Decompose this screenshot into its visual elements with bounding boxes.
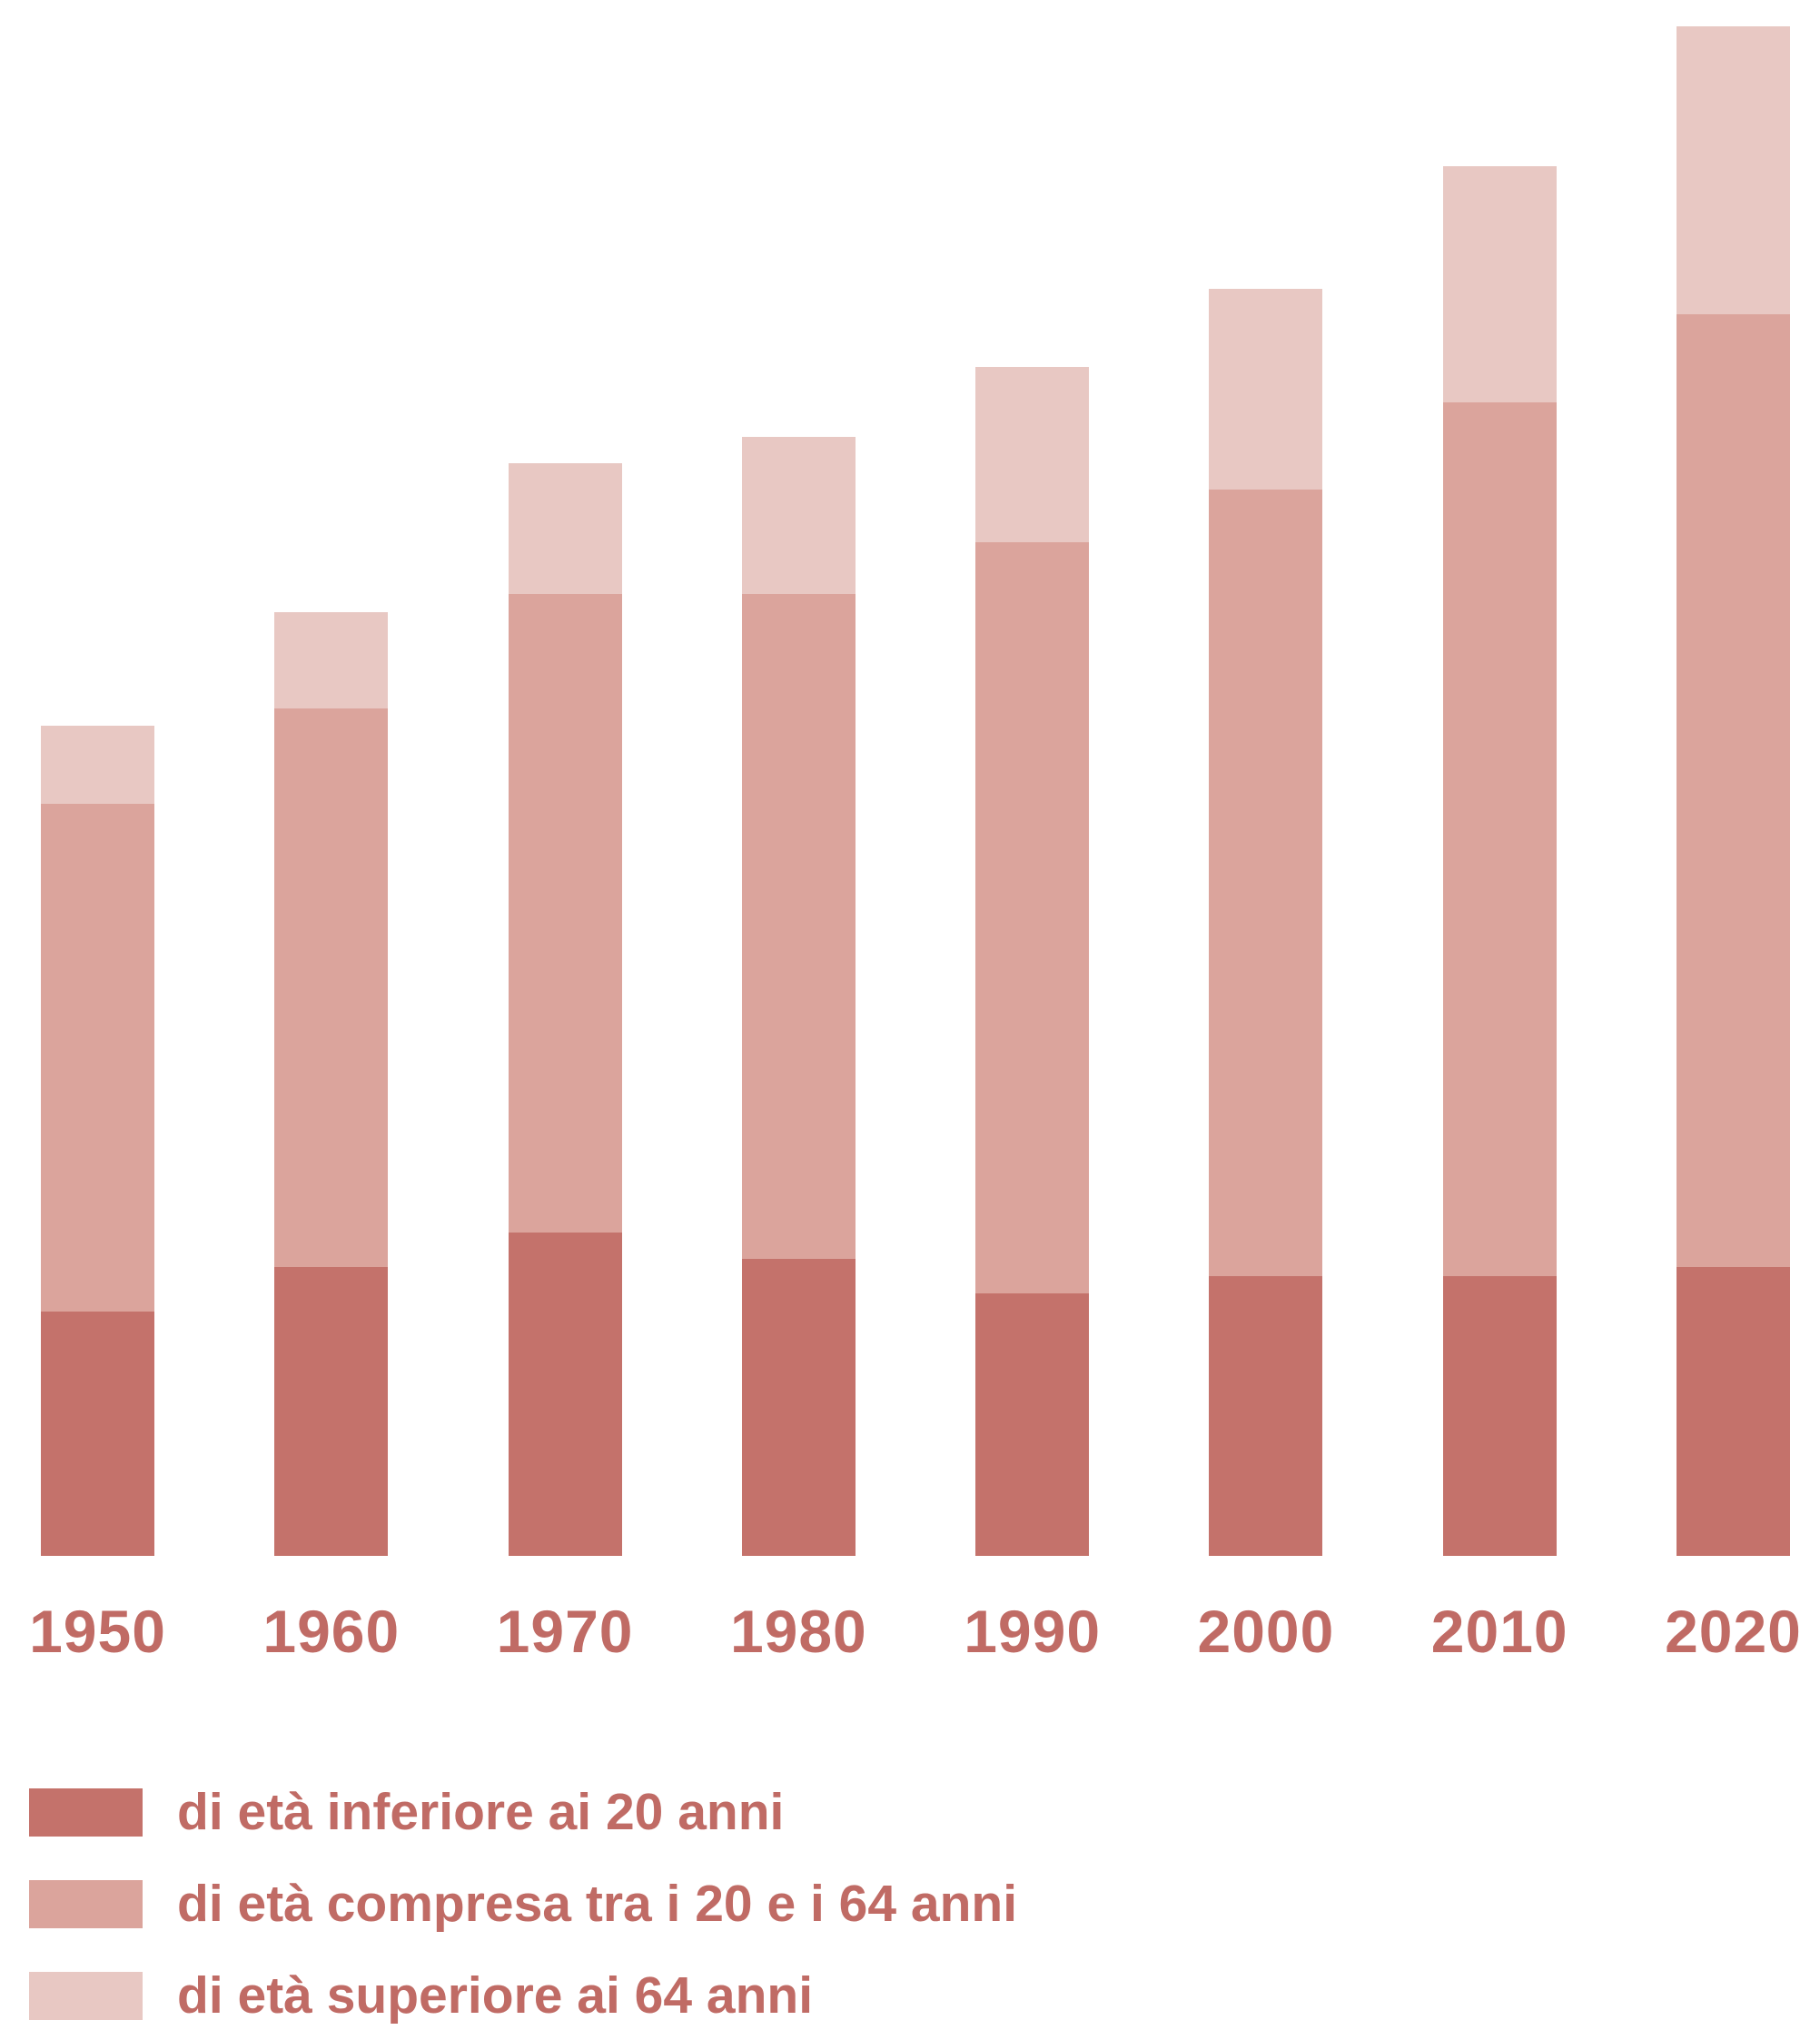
bar-1990-segment-over-64 — [975, 367, 1090, 542]
bar-1980-segment-over-64 — [741, 437, 856, 595]
bar-1970-segment-over-64 — [508, 463, 622, 595]
legend-label-over-64: di età superiore ai 64 anni — [177, 1966, 814, 2025]
bar-1970-segment-20-64 — [508, 594, 622, 1233]
bar-1960-segment-over-64 — [274, 611, 389, 708]
bar-2020-segment-under-20 — [1676, 1267, 1790, 1556]
x-tick-label-2020: 2020 — [1665, 1598, 1802, 1665]
x-tick-label-1950: 1950 — [29, 1598, 166, 1665]
x-axis-labels: 1950 1960 1970 1980 1990 2000 2010 2020 — [29, 1597, 1802, 1666]
bar-1990-segment-under-20 — [975, 1293, 1090, 1556]
bar-2000 — [1209, 288, 1323, 1556]
legend: di età inferiore ai 20 anni di età compre… — [29, 1782, 1017, 2030]
bar-1980-segment-20-64 — [741, 594, 856, 1259]
bar-2010-segment-over-64 — [1442, 165, 1557, 402]
x-tick-label-1970: 1970 — [496, 1598, 634, 1665]
bar-1990 — [975, 367, 1090, 1556]
x-tick-label-1960: 1960 — [262, 1598, 401, 1665]
bar-2000-segment-over-64 — [1209, 288, 1323, 490]
bar-2000-segment-under-20 — [1209, 1276, 1323, 1556]
bar-1990-segment-20-64 — [975, 541, 1090, 1294]
bar-1960-segment-under-20 — [274, 1267, 389, 1556]
bar-1980-segment-under-20 — [741, 1258, 856, 1556]
bar-1950-segment-over-64 — [41, 725, 154, 805]
legend-label-under-20: di età inferiore ai 20 anni — [177, 1783, 785, 1841]
legend-row-over-64: di età superiore ai 64 anni — [29, 1966, 1017, 2025]
bar-2010 — [1442, 165, 1557, 1556]
bar-1980 — [741, 437, 856, 1556]
bar-2020-segment-over-64 — [1676, 25, 1790, 315]
bar-1950-segment-under-20 — [41, 1311, 154, 1556]
bar-1970-segment-under-20 — [508, 1232, 622, 1556]
legend-label-20-64: di età compresa tra i 20 e i 64 anni — [177, 1875, 1018, 1933]
x-tick-label-1980: 1980 — [729, 1598, 867, 1665]
bar-1960 — [274, 611, 389, 1556]
legend-row-20-64: di età compresa tra i 20 e i 64 anni — [29, 1874, 1017, 1934]
legend-swatch-under-20 — [29, 1787, 143, 1837]
bar-1960-segment-20-64 — [274, 708, 389, 1268]
x-tick-label-2000: 2000 — [1197, 1598, 1335, 1665]
x-tick-label-2010: 2010 — [1430, 1598, 1568, 1665]
bar-2020-segment-20-64 — [1676, 314, 1790, 1268]
x-tick-label-1990: 1990 — [964, 1598, 1102, 1665]
bar-2020 — [1676, 25, 1790, 1556]
legend-swatch-over-64 — [29, 1971, 143, 2020]
bar-2010-segment-20-64 — [1442, 401, 1557, 1276]
bar-1950 — [41, 725, 154, 1556]
bar-1950-segment-20-64 — [41, 804, 154, 1312]
legend-swatch-20-64 — [29, 1879, 143, 1928]
legend-row-under-20: di età inferiore ai 20 anni — [29, 1782, 1017, 1842]
plot-area — [41, 0, 1790, 1556]
bar-1970 — [508, 463, 622, 1556]
bar-2010-segment-under-20 — [1442, 1276, 1557, 1556]
bar-2000-segment-20-64 — [1209, 489, 1323, 1276]
